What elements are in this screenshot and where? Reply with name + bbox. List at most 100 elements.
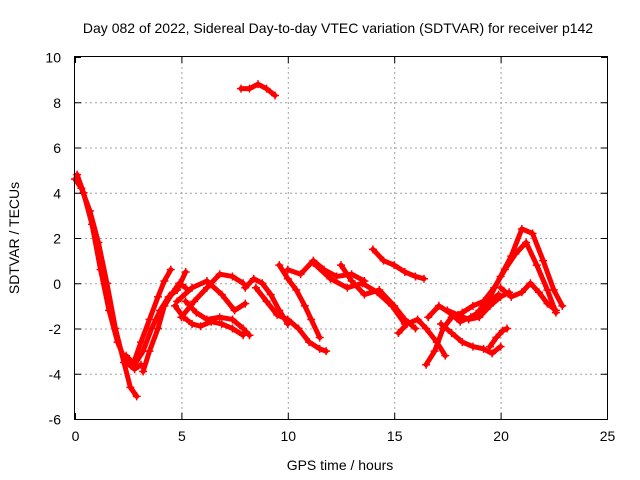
data-point-marker <box>475 306 484 315</box>
data-point-marker <box>202 315 211 324</box>
data-point-marker <box>526 279 535 288</box>
data-point-marker <box>464 315 473 324</box>
series-trace <box>172 303 246 338</box>
series-trace <box>487 326 510 350</box>
data-point-marker <box>239 279 248 288</box>
data-point-marker <box>496 292 505 301</box>
data-point-marker <box>422 360 431 369</box>
data-point-marker <box>558 301 567 310</box>
chart-title: Day 082 of 2022, Sidereal Day-to-day VTE… <box>83 20 593 36</box>
x-tick-label: 10 <box>281 428 297 444</box>
x-tick-label: 20 <box>493 428 509 444</box>
data-point-marker <box>188 319 197 328</box>
series-track-12 <box>251 283 331 356</box>
data-point-marker <box>188 283 197 292</box>
data-point-marker <box>498 326 507 335</box>
series-track-26 <box>496 279 560 315</box>
y-tick-label: 8 <box>53 95 61 111</box>
data-point-marker <box>196 322 205 331</box>
y-tick-label: 2 <box>53 231 61 247</box>
series-trace <box>481 240 559 316</box>
data-point-marker <box>181 267 190 276</box>
series-track-23 <box>485 324 511 351</box>
y-tick-label: -2 <box>49 321 62 337</box>
data-point-marker <box>402 319 411 328</box>
data-point-marker <box>454 310 463 319</box>
data-point-marker <box>517 224 526 233</box>
data-point-marker <box>122 351 131 360</box>
data-point-marker <box>485 301 494 310</box>
data-point-marker <box>419 274 428 283</box>
data-point-marker <box>305 338 314 347</box>
data-point-marker <box>283 315 292 324</box>
data-point-marker <box>337 261 345 270</box>
data-point-marker <box>173 297 182 306</box>
data-point-marker <box>447 329 456 338</box>
data-point-marker <box>532 261 541 270</box>
y-tick-label: 4 <box>53 185 61 201</box>
data-point-marker <box>379 256 388 265</box>
data-point-marker <box>468 342 477 351</box>
data-point-marker <box>105 306 114 315</box>
series-track-14 <box>283 256 369 285</box>
series-track-8 <box>171 301 248 340</box>
data-point-marker <box>228 324 237 333</box>
x-axis-title: GPS time / hours <box>287 457 394 473</box>
grid <box>75 57 607 419</box>
data-point-marker <box>360 290 369 299</box>
data-point-marker <box>130 356 139 365</box>
data-point-marker <box>485 342 494 351</box>
data-point-marker <box>126 383 135 392</box>
series-track-5 <box>130 265 175 365</box>
data-point-marker <box>88 220 97 229</box>
data-point-marker <box>394 329 403 338</box>
data-point-marker <box>275 261 284 270</box>
data-point-marker <box>294 324 303 333</box>
series-track-9 <box>181 297 254 340</box>
data-point-marker <box>347 276 356 285</box>
data-point-marker <box>500 265 509 274</box>
data-point-marker <box>492 333 501 342</box>
data-point-marker <box>228 272 237 281</box>
y-tick-label: 10 <box>45 50 61 66</box>
data-point-marker <box>139 367 148 376</box>
data-series-layer <box>71 80 567 401</box>
series-track-6 <box>177 270 248 322</box>
data-point-marker <box>236 84 245 93</box>
data-point-marker <box>168 288 177 297</box>
data-point-marker <box>179 313 188 322</box>
series-track-16 <box>337 261 420 333</box>
data-point-marker <box>122 358 131 367</box>
data-point-marker <box>171 301 180 310</box>
data-point-marker <box>153 324 162 333</box>
data-point-marker <box>245 331 254 340</box>
data-point-marker <box>315 333 324 342</box>
data-point-marker <box>202 276 211 285</box>
y-axis-title: SDTVAR / TECUs <box>6 182 22 294</box>
data-point-marker <box>543 299 552 308</box>
data-point-marker <box>292 286 301 295</box>
data-point-marker <box>160 276 169 285</box>
data-point-marker <box>258 279 267 288</box>
axis-ticks: 0 5 10 15 20 25 -6 -4 -2 0 2 4 6 8 10 <box>45 50 615 445</box>
data-point-marker <box>437 319 446 328</box>
series-track-4 <box>139 279 190 376</box>
data-point-marker <box>411 272 420 281</box>
series-trace <box>438 321 504 356</box>
series-track-17 <box>368 245 428 283</box>
data-point-marker <box>479 344 488 353</box>
data-point-marker <box>358 279 367 288</box>
series-trace <box>174 278 248 313</box>
data-point-marker <box>283 274 292 283</box>
data-point-marker <box>254 80 263 89</box>
data-point-marker <box>271 91 280 100</box>
series-trace <box>253 285 329 354</box>
data-point-marker <box>181 297 190 306</box>
y-tick-label: -6 <box>49 412 62 428</box>
data-point-marker <box>136 338 145 347</box>
series-track-25 <box>479 238 560 317</box>
data-point-marker <box>443 306 452 315</box>
data-point-marker <box>424 313 433 322</box>
series-trace <box>132 267 174 363</box>
data-point-marker <box>430 347 439 356</box>
